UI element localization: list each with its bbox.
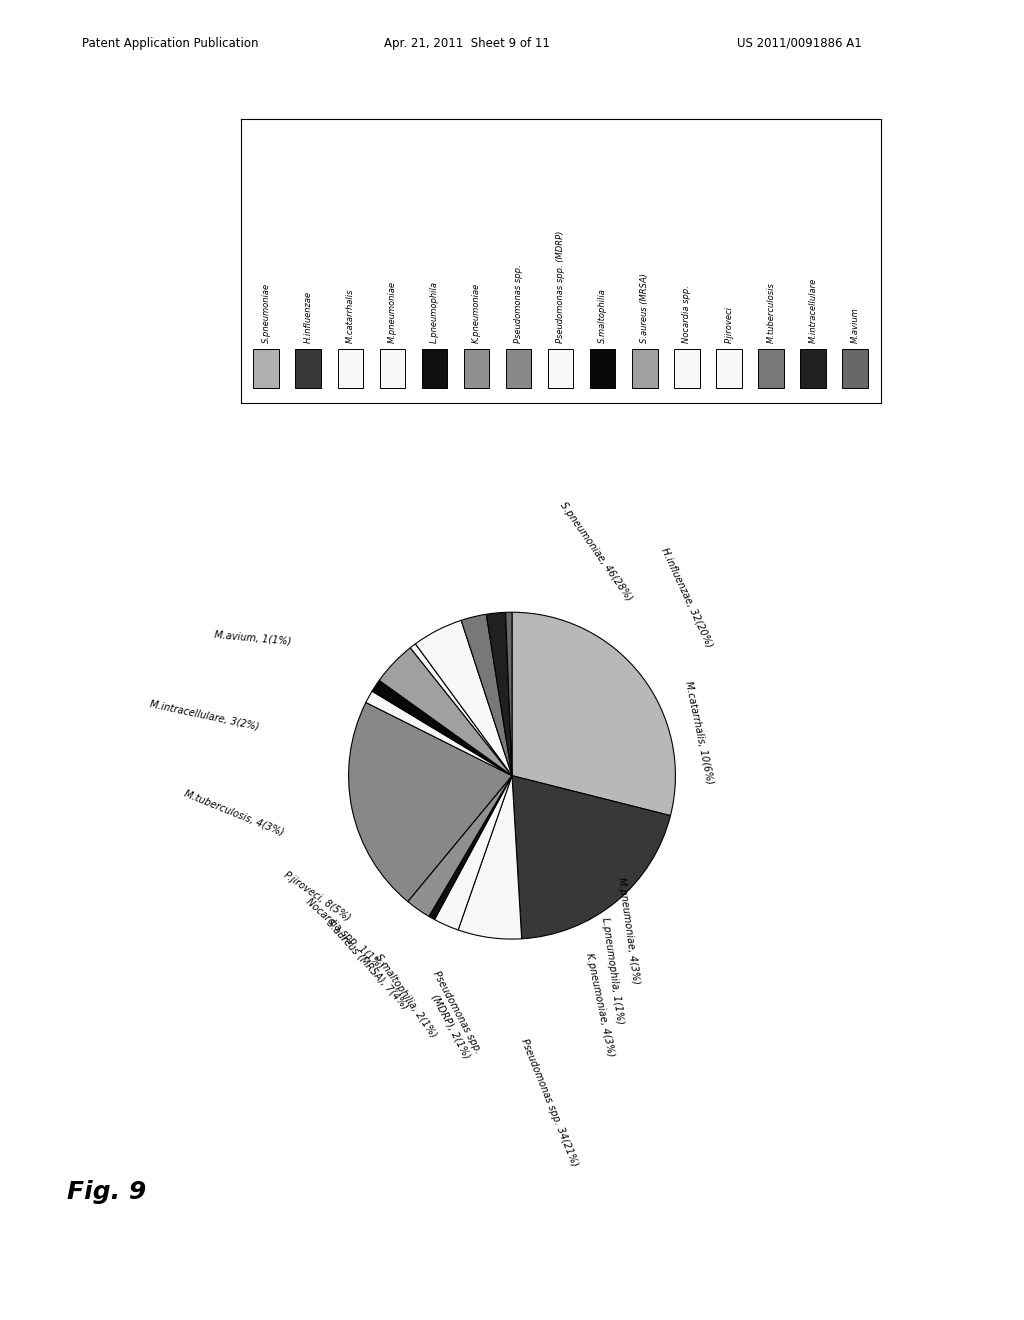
Text: M.tuberculosis, 4(3%): M.tuberculosis, 4(3%) [182, 788, 285, 837]
Wedge shape [372, 680, 512, 776]
Wedge shape [486, 612, 512, 776]
Text: S.pneumoniae, 46(28%): S.pneumoniae, 46(28%) [558, 500, 634, 603]
Wedge shape [506, 612, 512, 776]
Text: P.jiroveci: P.jiroveci [724, 306, 733, 343]
Text: Nocardia spp.: Nocardia spp. [682, 285, 691, 343]
Bar [758, 348, 783, 388]
Wedge shape [411, 644, 512, 776]
Text: Patent Application Publication: Patent Application Publication [82, 37, 258, 50]
Wedge shape [461, 614, 512, 776]
Text: Nocardia spp. 1(1%): Nocardia spp. 1(1%) [303, 896, 385, 972]
Bar [338, 348, 364, 388]
Text: S.aureus (MRSA): S.aureus (MRSA) [640, 273, 649, 343]
Wedge shape [366, 692, 512, 776]
Text: P.jiroveci, 8(5%): P.jiroveci, 8(5%) [282, 870, 352, 923]
Bar [716, 348, 741, 388]
Bar [632, 348, 657, 388]
Text: M.avium, 1(1%): M.avium, 1(1%) [214, 630, 292, 647]
Bar [254, 348, 279, 388]
Text: M.pneumoniae, 4(3%): M.pneumoniae, 4(3%) [616, 876, 641, 985]
Wedge shape [512, 612, 676, 816]
Bar [590, 348, 615, 388]
Text: H.influenzae, 32(20%): H.influenzae, 32(20%) [659, 546, 714, 649]
Wedge shape [348, 702, 512, 902]
Text: S.maltophilia, 2(1%): S.maltophilia, 2(1%) [373, 952, 438, 1040]
Bar [674, 348, 699, 388]
Text: Pseudomonas spp. (MDRP): Pseudomonas spp. (MDRP) [556, 231, 565, 343]
Bar [842, 348, 867, 388]
Text: H.influenzae: H.influenzae [304, 290, 312, 343]
Wedge shape [379, 648, 512, 776]
Bar [506, 348, 531, 388]
Text: US 2011/0091886 A1: US 2011/0091886 A1 [737, 37, 862, 50]
Text: K.pneumoniae, 4(3%): K.pneumoniae, 4(3%) [584, 952, 615, 1057]
Bar [422, 348, 447, 388]
Text: M.avium: M.avium [851, 308, 859, 343]
Text: M.intracellulare, 3(2%): M.intracellulare, 3(2%) [148, 698, 260, 731]
Wedge shape [416, 620, 512, 776]
Text: M.pneumoniae: M.pneumoniae [388, 281, 397, 343]
Text: M.intracellulare: M.intracellulare [809, 277, 817, 343]
Text: Pseudomonas spp. 34(21%): Pseudomonas spp. 34(21%) [519, 1038, 580, 1168]
Text: M.tuberculosis: M.tuberculosis [766, 282, 775, 343]
Text: M.catarrhalis, 10(6%): M.catarrhalis, 10(6%) [684, 680, 716, 785]
Text: L.pneumophila, 1(1%): L.pneumophila, 1(1%) [600, 916, 625, 1024]
Text: Pseudomonas spp.
(MDRP), 2(1%): Pseudomonas spp. (MDRP), 2(1%) [420, 969, 482, 1060]
Bar [296, 348, 322, 388]
Text: Pseudomonas spp.: Pseudomonas spp. [514, 264, 523, 343]
Wedge shape [408, 776, 512, 916]
Text: S.maltophilia: S.maltophilia [598, 288, 607, 343]
Text: M.catarrhalis: M.catarrhalis [346, 289, 355, 343]
Bar [464, 348, 489, 388]
Text: S.aureus (MRSA), 7(4%): S.aureus (MRSA), 7(4%) [325, 917, 411, 1011]
Wedge shape [458, 776, 521, 939]
Text: S.pneumoniae: S.pneumoniae [262, 282, 270, 343]
Wedge shape [512, 776, 671, 939]
Text: L.pneumophila: L.pneumophila [430, 281, 439, 343]
Bar [800, 348, 825, 388]
Wedge shape [429, 776, 512, 920]
Text: Apr. 21, 2011  Sheet 9 of 11: Apr. 21, 2011 Sheet 9 of 11 [384, 37, 550, 50]
Wedge shape [434, 776, 512, 931]
Text: Fig. 9: Fig. 9 [67, 1180, 145, 1204]
Bar [548, 348, 573, 388]
Bar [380, 348, 406, 388]
Text: K.pneumoniae: K.pneumoniae [472, 282, 481, 343]
